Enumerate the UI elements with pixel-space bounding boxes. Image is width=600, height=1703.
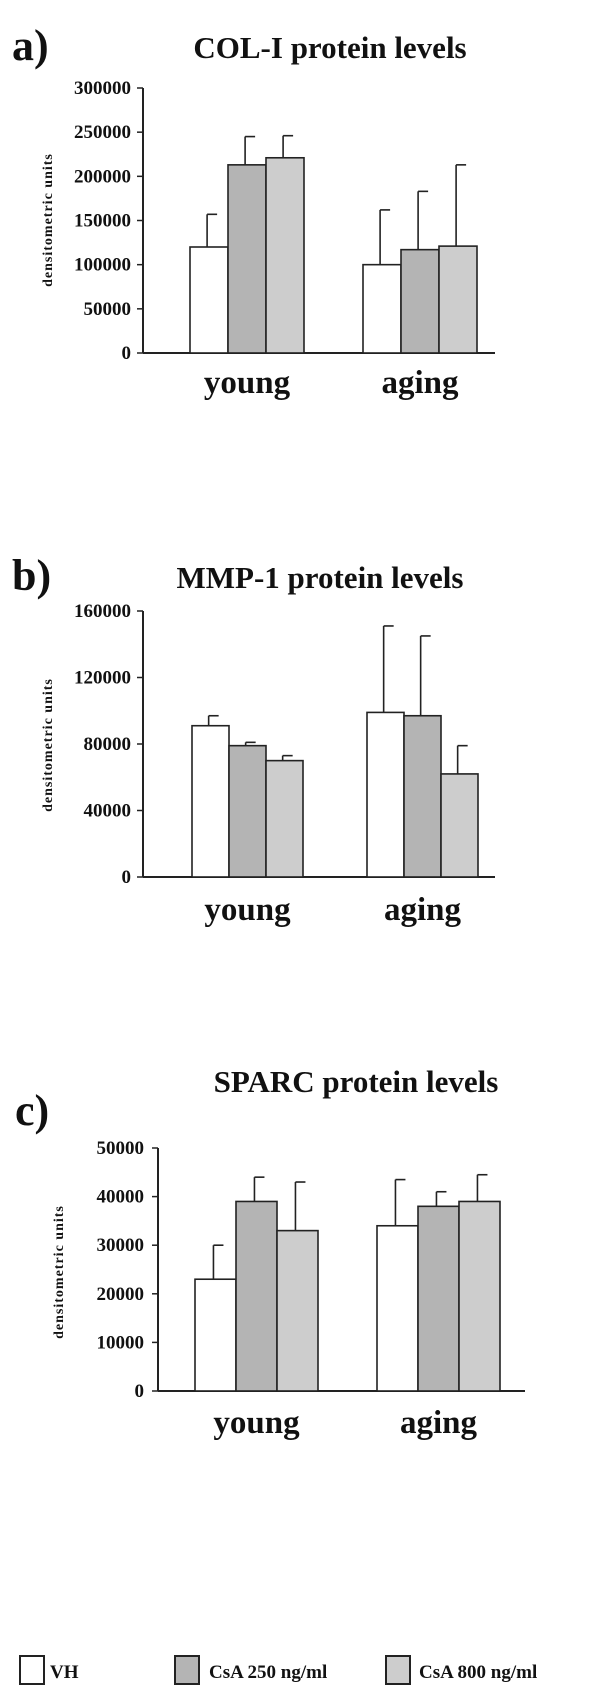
y-tick-label: 250000 [74,122,131,143]
bar-group [189,213,229,354]
bar-group [228,741,267,878]
legend-swatch [174,1655,200,1685]
y-tick-label: 300000 [74,78,131,99]
x-category-label: young [204,892,291,928]
x-category-label: aging [381,365,459,401]
bar-group [458,1173,501,1392]
bar-group [227,135,267,354]
y-axis-label: densitometric units [41,153,56,287]
bar-aging-CsA250 [417,1205,460,1392]
chart-title: COL-I protein levels [193,30,466,65]
y-tick-label: 0 [122,867,132,888]
bar-aging-VH [366,711,405,878]
chart-title: SPARC protein levels [214,1064,499,1099]
bar-young-VH [189,246,229,354]
bar-young-VH [191,724,230,878]
x-category-label: young [213,1405,300,1441]
y-tick-label: 200000 [74,166,131,187]
bar-young-CsA250 [228,744,267,878]
bar-young-CsA800 [276,1229,319,1392]
y-tick-label: 120000 [74,668,131,689]
bar-young-CsA250 [227,164,267,354]
legend-item-CsA250: CsA 250 ng/ml [174,1655,327,1685]
legend-label: CsA 250 ng/ml [209,1662,327,1683]
legend-label: VH [50,1662,79,1683]
bar-aging-CsA800 [438,245,478,354]
chart-panel-a: a) COL-I protein levels densitometric unit… [12,21,495,401]
panel-label: b) [12,551,51,600]
x-category-label: aging [400,1405,478,1441]
legend: VH CsA 250 ng/ml CsA 800 ng/ml [19,1655,537,1685]
y-tick-label: 150000 [74,211,131,232]
bar-group [438,164,478,354]
bar-young-CsA250 [235,1200,278,1392]
bar-group [400,190,440,354]
bar-young-CsA800 [265,156,305,354]
bar-group [276,1181,319,1392]
bar-aging-CsA250 [403,714,442,878]
y-tick-label: 40000 [97,1187,145,1208]
y-tick-label: 40000 [84,801,132,822]
bar-group [417,1190,460,1392]
y-tick-label: 50000 [97,1138,145,1159]
legend-swatch [19,1655,45,1685]
legend-label: CsA 800 ng/ml [419,1662,537,1683]
bar-young-VH [194,1278,237,1392]
x-category-label: young [204,365,291,401]
bar-aging-VH [376,1224,419,1392]
y-axis-label: densitometric units [52,1205,67,1339]
y-tick-label: 10000 [97,1332,145,1353]
panel-label: a) [12,21,49,70]
chart-panel-b: b) MMP-1 protein levels densitometric unit… [12,551,495,928]
y-axis-label: densitometric units [41,678,56,812]
bar-group [362,209,402,354]
chart-title: MMP-1 protein levels [177,560,464,595]
chart-panel-c: c) SPARC protein levels densitometric unit… [15,1064,525,1441]
y-tick-label: 30000 [97,1235,145,1256]
bar-young-CsA800 [265,759,304,878]
panel-label: c) [15,1086,49,1135]
bar-group [366,625,405,878]
y-tick-label: 80000 [84,734,132,755]
y-tick-label: 0 [135,1381,145,1402]
bar-aging-VH [362,263,402,354]
bar-group [403,635,442,878]
bar-group [440,744,479,878]
bar-group [376,1178,419,1392]
bar-group [265,134,305,354]
bar-group [235,1176,278,1392]
legend-item-VH: VH [19,1655,79,1685]
y-tick-label: 0 [122,343,132,364]
y-tick-label: 100000 [74,255,131,276]
bar-aging-CsA250 [400,248,440,354]
x-category-label: aging [384,892,462,928]
bar-aging-CsA800 [458,1200,501,1392]
legend-swatch [385,1655,411,1685]
legend-item-CsA800: CsA 800 ng/ml [385,1655,537,1685]
bar-group [265,754,304,878]
y-tick-label: 160000 [74,601,131,622]
bar-group [194,1244,237,1392]
bar-aging-CsA800 [440,773,479,878]
y-tick-label: 20000 [97,1284,145,1305]
y-tick-label: 50000 [84,299,132,320]
bar-group [191,714,230,878]
